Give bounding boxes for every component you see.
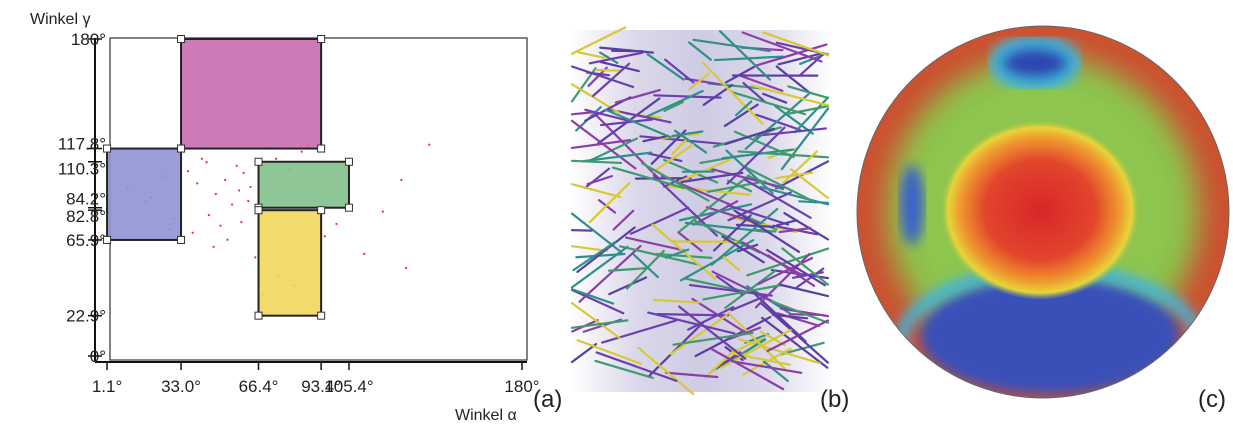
fiber — [799, 201, 828, 202]
box-handle — [178, 236, 185, 243]
scatter-point — [301, 151, 303, 153]
scatter-point — [335, 223, 337, 225]
selection-box — [259, 162, 349, 208]
scatter-point — [363, 253, 365, 255]
panel-c: (c) — [850, 20, 1233, 420]
box-handle — [318, 36, 325, 43]
sphere — [850, 20, 1233, 420]
scatter-point — [219, 225, 221, 227]
scatter-point — [243, 172, 245, 174]
box-handle — [104, 236, 111, 243]
panel-a: Winkel γ Winkel α (a) 0°22.9°65.9°82.8°8… — [30, 11, 562, 424]
y-tick-label: 180° — [71, 30, 106, 49]
x-tick-label: 66.4° — [239, 377, 279, 396]
box-handle — [318, 207, 325, 214]
scatter-point — [215, 193, 217, 195]
scatter-point — [192, 232, 194, 234]
red-center — [940, 120, 1140, 300]
x-tick-label: 1.1° — [92, 377, 122, 396]
fiber — [596, 70, 620, 71]
box-handle — [318, 145, 325, 152]
box-handle — [178, 145, 185, 152]
selection-box — [181, 39, 321, 149]
scatter-point — [254, 256, 256, 258]
scatter-point — [187, 170, 189, 172]
scatter-point — [240, 221, 242, 223]
scatter-point — [196, 182, 198, 184]
y-tick-label: 117.8° — [58, 135, 106, 154]
x-axis-label: Winkel α — [455, 407, 517, 424]
scatter-point — [238, 189, 240, 191]
box-handle — [255, 207, 262, 214]
x-tick-label: 33.0° — [161, 377, 201, 396]
y-tick-label: 22.9° — [66, 307, 106, 326]
scatter-point — [247, 200, 249, 202]
box-handle — [255, 158, 262, 165]
box-handle — [345, 204, 352, 211]
scatter-point — [201, 158, 203, 160]
panel-b: (b) — [570, 27, 849, 413]
scatter-point — [405, 267, 407, 269]
y-tick-label: 84.2° — [66, 190, 106, 209]
box-handle — [104, 145, 111, 152]
scatter-point — [382, 210, 384, 212]
scatter-point — [275, 158, 277, 160]
y-tick-label: 0° — [90, 347, 106, 366]
y-tick-label: 65.9° — [66, 231, 106, 250]
scatter-point — [226, 239, 228, 241]
scatter-point — [224, 179, 226, 181]
y-tick-label: 110.3° — [58, 160, 106, 179]
selection-box — [259, 210, 322, 315]
scatter-point — [250, 186, 252, 188]
blue-spot — [995, 41, 1075, 85]
scatter-point — [428, 144, 430, 146]
x-tick-label: 105.4° — [324, 377, 373, 396]
y-axis-label: Winkel γ — [30, 11, 90, 28]
selection-box — [107, 149, 181, 240]
scatter-point — [231, 203, 233, 205]
box-handle — [178, 36, 185, 43]
blue-streak — [900, 165, 924, 245]
x-tick-label: 180° — [504, 377, 539, 396]
scatter-point — [324, 235, 326, 237]
box-handle — [345, 158, 352, 165]
panel-label: (b) — [820, 386, 849, 413]
scatter-point — [400, 179, 402, 181]
y-tick-label: 82.8° — [66, 207, 106, 226]
panel-label: (c) — [1198, 386, 1226, 413]
scatter-point — [236, 165, 238, 167]
scatter-point — [212, 246, 214, 248]
box-handle — [255, 312, 262, 319]
scatter-point — [208, 214, 210, 216]
scatter-point — [205, 161, 207, 163]
box-handle — [318, 312, 325, 319]
